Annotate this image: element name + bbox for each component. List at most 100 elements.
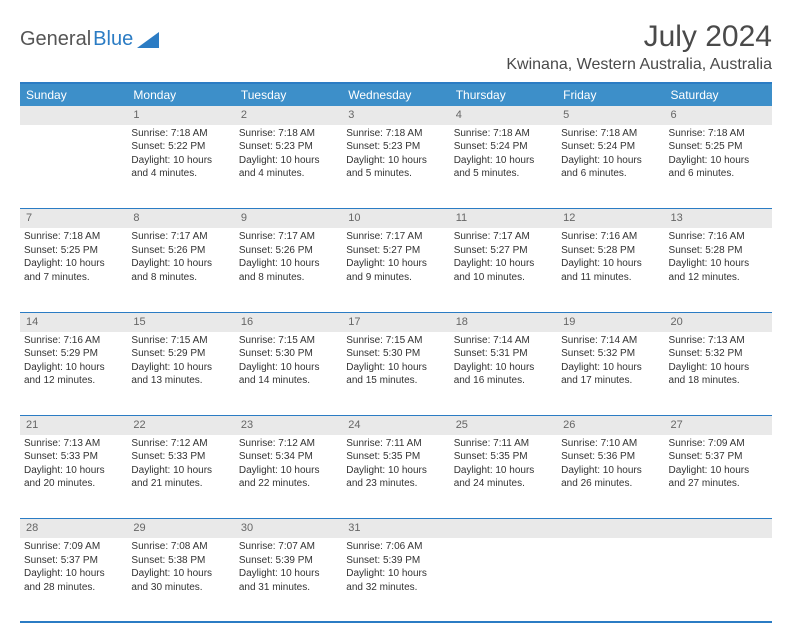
day-day2: and 8 minutes. (131, 271, 230, 285)
day-cell: Sunrise: 7:14 AMSunset: 5:31 PMDaylight:… (450, 332, 557, 416)
day-cell: Sunrise: 7:16 AMSunset: 5:29 PMDaylight:… (20, 332, 127, 416)
brand-logo: GeneralBlue (20, 20, 159, 51)
day-day1: Daylight: 10 hours (669, 257, 768, 271)
day-cell: Sunrise: 7:13 AMSunset: 5:33 PMDaylight:… (20, 435, 127, 519)
day-number: 2 (235, 106, 342, 125)
week-row: Sunrise: 7:09 AMSunset: 5:37 PMDaylight:… (20, 538, 772, 622)
day-day1: Daylight: 10 hours (346, 154, 445, 168)
day-day1: Daylight: 10 hours (669, 154, 768, 168)
day-sunrise: Sunrise: 7:14 AM (454, 334, 553, 348)
week-row: Sunrise: 7:16 AMSunset: 5:29 PM Daylight:… (20, 332, 772, 416)
day-day2: and 9 minutes. (346, 271, 445, 285)
day-day2: and 26 minutes. (561, 477, 660, 491)
day-day2: and 31 minutes. (239, 581, 338, 595)
day-number: 24 (342, 416, 449, 435)
day-cell: Sunrise: 7:17 AMSunset: 5:26 PMDaylight:… (127, 228, 234, 312)
day-day2: and 23 minutes. (346, 477, 445, 491)
day-day1: Daylight: 10 hours (346, 567, 445, 581)
brand-part2: Blue (93, 28, 133, 51)
day-sunset: Sunset: 5:39 PM (346, 554, 445, 568)
day-number: 9 (235, 209, 342, 228)
day-day1: Daylight: 10 hours (561, 257, 660, 271)
weekday-header: Thursday (450, 83, 557, 106)
day-sunrise: Sunrise: 7:17 AM (346, 230, 445, 244)
day-sunrise: Sunrise: 7:13 AM (669, 334, 768, 348)
day-number: 3 (342, 106, 449, 125)
day-sunset: Sunset: 5:35 PM (346, 450, 445, 464)
day-sunrise: Sunrise: 7:08 AM (131, 540, 230, 554)
day-day2: and 30 minutes. (131, 581, 230, 595)
day-number: 15 (127, 312, 234, 331)
day-number: 26 (557, 416, 664, 435)
weekday-header: Monday (127, 83, 234, 106)
day-day1: Daylight: 10 hours (454, 361, 553, 375)
day-cell: Sunrise: 7:12 AMSunset: 5:34 PMDaylight:… (235, 435, 342, 519)
day-day2: and 22 minutes. (239, 477, 338, 491)
day-day1: Daylight: 10 hours (131, 257, 230, 271)
day-cell: Sunrise: 7:06 AMSunset: 5:39 PMDaylight:… (342, 538, 449, 622)
day-day1: Daylight: 10 hours (131, 154, 230, 168)
day-day1: Daylight: 10 hours (131, 464, 230, 478)
calendar-table: Sunday Monday Tuesday Wednesday Thursday… (20, 82, 772, 623)
day-sunrise: Sunrise: 7:12 AM (239, 437, 338, 451)
day-day1: Daylight: 10 hours (561, 361, 660, 375)
day-sunrise: Sunrise: 7:13 AM (24, 437, 123, 451)
weekday-header: Saturday (665, 83, 772, 106)
day-day1: Daylight: 10 hours (346, 361, 445, 375)
day-sunset: Sunset: 5:29 PM (24, 347, 123, 361)
day-number (557, 519, 664, 538)
day-day1: Daylight: 10 hours (454, 464, 553, 478)
day-day2: and 5 minutes. (454, 167, 553, 181)
day-sunrise: Sunrise: 7:17 AM (239, 230, 338, 244)
day-sunset: Sunset: 5:25 PM (24, 244, 123, 258)
day-sunset: Sunset: 5:24 PM (561, 140, 660, 154)
day-day1: Daylight: 10 hours (131, 567, 230, 581)
day-number: 18 (450, 312, 557, 331)
day-day2: and 5 minutes. (346, 167, 445, 181)
day-cell: Sunrise: 7:08 AMSunset: 5:38 PMDaylight:… (127, 538, 234, 622)
day-day2: and 18 minutes. (669, 374, 768, 388)
day-sunrise: Sunrise: 7:09 AM (669, 437, 768, 451)
day-cell: Sunrise: 7:18 AMSunset: 5:24 PMDaylight:… (557, 125, 664, 209)
week-row: Sunrise: 7:18 AMSunset: 5:22 PMDaylight:… (20, 125, 772, 209)
day-sunrise: Sunrise: 7:10 AM (561, 437, 660, 451)
page-title: July 2024 (506, 20, 772, 54)
day-sunset: Sunset: 5:33 PM (131, 450, 230, 464)
daynum-row: 123456 (20, 106, 772, 125)
day-number: 23 (235, 416, 342, 435)
day-cell: Sunrise: 7:09 AMSunset: 5:37 PMDaylight:… (665, 435, 772, 519)
day-sunrise: Sunrise: 7:17 AM (131, 230, 230, 244)
day-number: 5 (557, 106, 664, 125)
day-number: 29 (127, 519, 234, 538)
day-day2: and 15 minutes. (346, 374, 445, 388)
day-sunset: Sunset: 5:27 PM (454, 244, 553, 258)
day-sunset: Sunset: 5:35 PM (454, 450, 553, 464)
day-number: 30 (235, 519, 342, 538)
day-cell: Sunrise: 7:09 AMSunset: 5:37 PMDaylight:… (20, 538, 127, 622)
day-number (450, 519, 557, 538)
day-sunset: Sunset: 5:39 PM (239, 554, 338, 568)
day-sunset: Sunset: 5:22 PM (131, 140, 230, 154)
day-cell (450, 538, 557, 622)
day-number: 21 (20, 416, 127, 435)
day-cell: Sunrise: 7:16 AMSunset: 5:28 PMDaylight:… (665, 228, 772, 312)
day-number: 28 (20, 519, 127, 538)
day-sunset: Sunset: 5:28 PM (669, 244, 768, 258)
day-number: 25 (450, 416, 557, 435)
day-sunrise: Sunrise: 7:18 AM (454, 127, 553, 141)
day-sunrise: Sunrise: 7:18 AM (239, 127, 338, 141)
day-day1: Daylight: 10 hours (24, 257, 123, 271)
day-sunrise: Sunrise: 7:18 AM (24, 230, 123, 244)
day-sunrise: Sunrise: 7:06 AM (346, 540, 445, 554)
day-day2: and 27 minutes. (669, 477, 768, 491)
week-row: Sunrise: 7:18 AMSunset: 5:25 PMDaylight:… (20, 228, 772, 312)
day-day2: and 12 minutes. (669, 271, 768, 285)
weekday-header: Tuesday (235, 83, 342, 106)
day-cell (557, 538, 664, 622)
day-day2: and 8 minutes. (239, 271, 338, 285)
day-day2: and 10 minutes. (454, 271, 553, 285)
day-number: 7 (20, 209, 127, 228)
day-sunrise: Sunrise: 7:16 AM (24, 334, 123, 348)
day-sunset: Sunset: 5:33 PM (24, 450, 123, 464)
day-day1: Daylight: 10 hours (346, 464, 445, 478)
